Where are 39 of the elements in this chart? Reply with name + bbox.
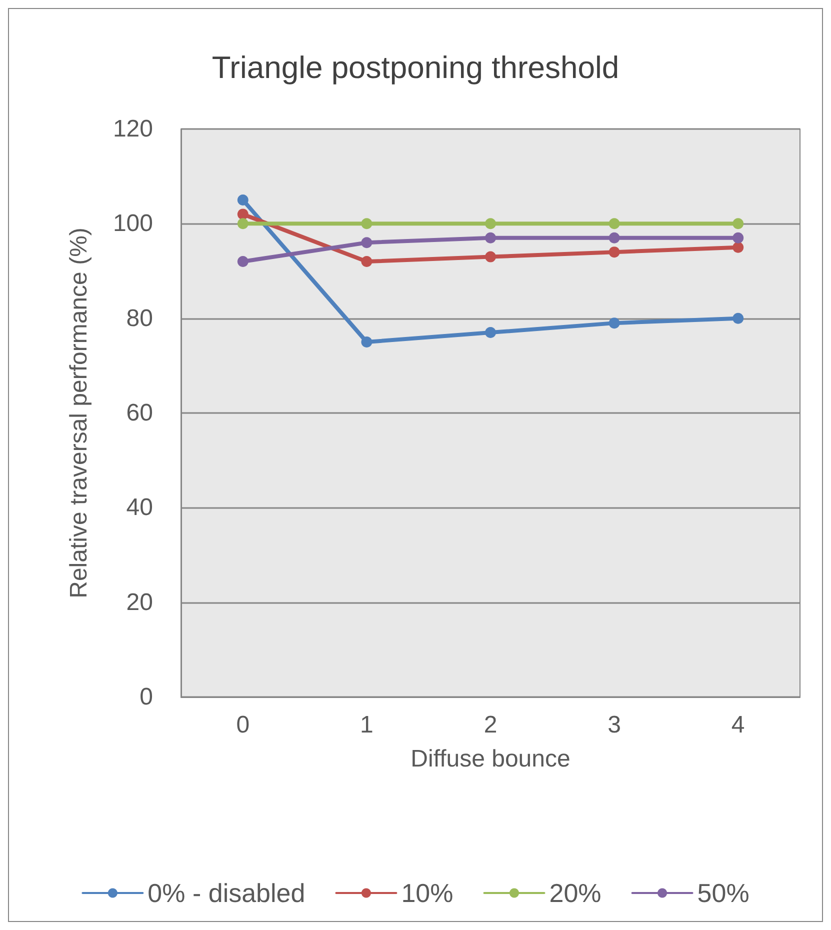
x-tick-label: 4: [731, 712, 745, 738]
point: [237, 208, 248, 220]
point: [237, 256, 248, 268]
point: [732, 312, 744, 324]
point: [608, 318, 620, 329]
point: [732, 232, 744, 244]
point: [485, 218, 496, 230]
point: [732, 242, 744, 253]
y-tick-label: 20: [126, 588, 153, 616]
y-tick-label: 40: [126, 494, 153, 522]
point: [237, 218, 248, 230]
x-tick-label: 1: [360, 712, 374, 738]
legend-label: 0% - disabled: [148, 878, 306, 908]
point: [361, 237, 372, 248]
x-tick-label: 3: [608, 712, 621, 738]
y-tick-label: 0: [140, 684, 153, 710]
x-axis-title: Diffuse bounce: [410, 746, 570, 772]
legend-label: 20%: [549, 878, 602, 908]
y-tick-label: 60: [126, 400, 153, 426]
y-tick-label: 100: [112, 210, 153, 238]
chart-title: Triangle postponing threshold: [212, 50, 620, 85]
point: [608, 232, 620, 244]
x-tick-label: 2: [484, 712, 498, 738]
point: [361, 336, 372, 348]
point: [732, 218, 744, 230]
point: [361, 256, 372, 268]
y-axis-title: Relative traversal performance (%): [66, 228, 92, 598]
point: [485, 232, 496, 244]
point: [608, 246, 620, 258]
point: [485, 327, 496, 338]
point: [608, 218, 620, 230]
y-tick-label: 80: [126, 304, 153, 332]
point: [361, 218, 372, 230]
y-tick-label: 120: [112, 116, 153, 142]
legend-label: 10%: [401, 878, 454, 908]
legend-label: 50%: [697, 878, 750, 908]
point: [237, 194, 248, 206]
point: [485, 251, 496, 262]
x-tick-label: 0: [236, 712, 250, 738]
